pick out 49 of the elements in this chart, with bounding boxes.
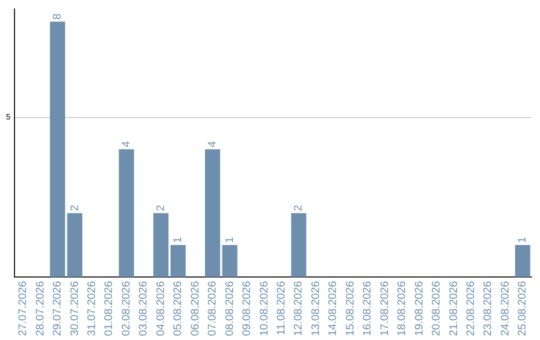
x-tick-label: 20.08.2026 <box>430 280 443 336</box>
x-tick-label: 25.08.2026 <box>516 280 529 336</box>
x-tick-label: 02.08.2026 <box>120 280 132 336</box>
data-label: 2 <box>292 204 305 212</box>
bar <box>291 213 306 277</box>
x-tick-label: 18.08.2026 <box>396 280 408 336</box>
x-tick-label: 09.08.2026 <box>241 280 254 336</box>
x-tick-label: 19.08.2026 <box>413 280 426 336</box>
data-label: 4 <box>206 141 219 148</box>
x-tick-label: 12.08.2026 <box>292 280 305 336</box>
x-tick-label: 01.08.2026 <box>103 280 116 336</box>
bar <box>118 149 134 277</box>
x-tick-label: 06.08.2026 <box>189 280 202 336</box>
x-tick-label: 30.07.2026 <box>68 280 81 336</box>
y-tick-label: 5 <box>6 112 11 122</box>
bar <box>170 245 186 277</box>
data-label: 2 <box>154 204 167 212</box>
x-tick-label: 13.08.2026 <box>310 280 322 336</box>
x-tick-label: 14.08.2026 <box>327 280 340 336</box>
x-tick-label: 11.08.2026 <box>276 280 288 336</box>
x-tick-label: 23.08.2026 <box>482 280 494 336</box>
data-label: 1 <box>224 236 236 244</box>
bar <box>50 22 66 277</box>
data-label: 2 <box>68 204 81 212</box>
data-label: 1 <box>516 236 529 244</box>
bar <box>222 245 238 277</box>
x-tick-label: 28.07.2026 <box>34 280 46 336</box>
x-tick-label: 17.08.2026 <box>378 280 391 336</box>
x-tick-label: 05.08.2026 <box>172 280 184 336</box>
x-tick-label: 15.08.2026 <box>344 280 356 336</box>
data-label: 4 <box>120 141 132 148</box>
data-label: 1 <box>172 236 184 244</box>
x-tick-label: 04.08.2026 <box>154 280 167 336</box>
bar <box>153 213 168 277</box>
data-label: 8 <box>52 13 64 20</box>
x-tick-label: 08.08.2026 <box>224 280 236 336</box>
x-tick-label: 29.07.2026 <box>52 280 64 336</box>
bar <box>204 149 220 277</box>
x-tick-label: 03.08.2026 <box>138 280 150 336</box>
bar <box>67 213 82 277</box>
x-tick-label: 27.07.2026 <box>17 280 30 336</box>
x-tick-label: 22.08.2026 <box>465 280 478 336</box>
x-tick-label: 21.08.2026 <box>448 280 460 336</box>
x-tick-label: 24.08.2026 <box>499 280 512 336</box>
bar <box>515 245 530 277</box>
x-tick-label: 07.08.2026 <box>206 280 219 336</box>
x-tick-label: 31.07.2026 <box>86 280 98 336</box>
x-tick-label: 16.08.2026 <box>362 280 374 336</box>
x-tick-label: 10.08.2026 <box>258 280 270 336</box>
